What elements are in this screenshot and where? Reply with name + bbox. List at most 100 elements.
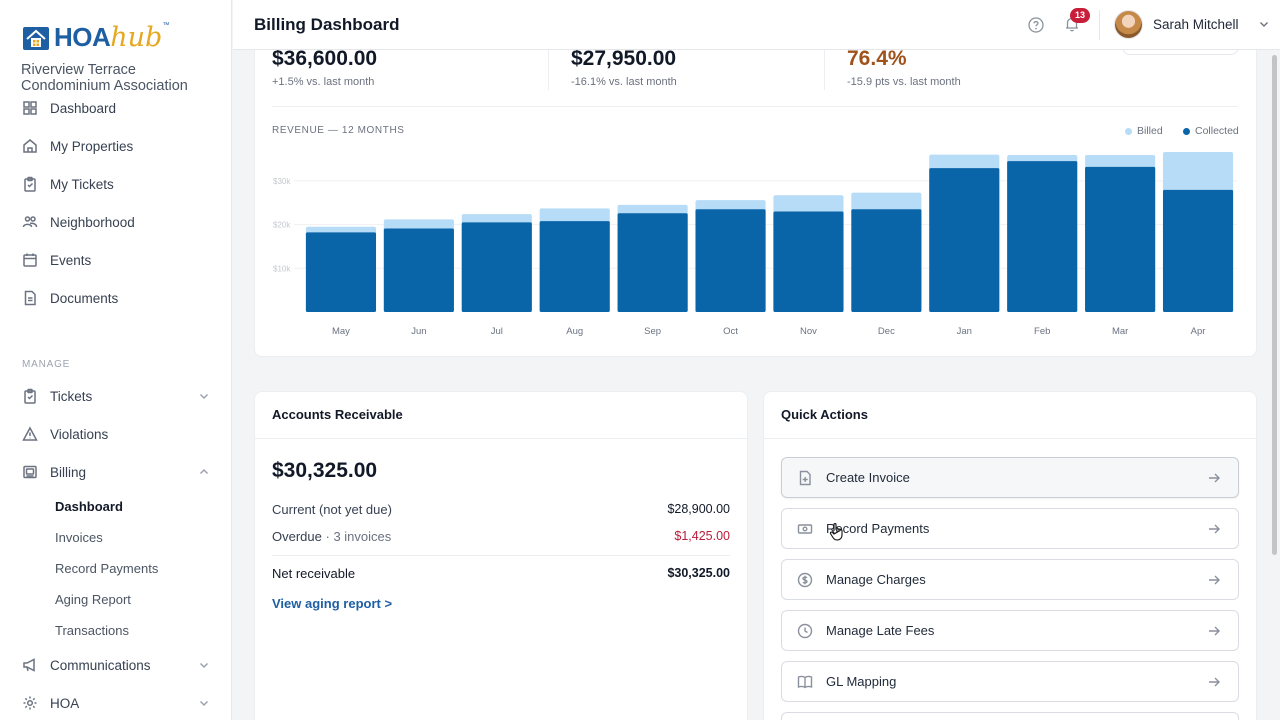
x-tick-label: Jun — [411, 326, 426, 337]
people-icon — [22, 214, 38, 230]
bar-collected-jun[interactable] — [383, 228, 454, 312]
quick-actions-title: Quick Actions — [781, 407, 868, 422]
home-icon — [22, 138, 38, 154]
legend-billed-swatch — [1125, 127, 1132, 135]
billing-sub-aging-report[interactable]: Aging Report — [55, 592, 131, 607]
view-aging-report-link[interactable]: View aging report > — [272, 596, 393, 611]
page-title: Billing Dashboard — [254, 15, 400, 34]
arrow-right-icon — [1206, 674, 1222, 690]
manage-charges-button[interactable]: Manage Charges — [781, 559, 1239, 600]
sidebar-item-tickets[interactable]: Tickets — [0, 381, 231, 411]
hoahub-logo[interactable]: HOA hub ™ — [22, 20, 169, 54]
quick-action-label: GL Mapping — [826, 674, 897, 689]
sidebar-item-neighborhood[interactable]: Neighborhood — [0, 207, 231, 237]
sidebar-item-communications[interactable]: Communications — [0, 650, 231, 680]
kpi-collected-value: $27,950.00 — [571, 47, 677, 70]
ar-overdue-label: Overdue — [272, 529, 322, 544]
x-tick-label: Aug — [566, 326, 583, 337]
create-invoice-button[interactable]: Create Invoice — [781, 457, 1239, 498]
calendar-icon — [22, 252, 38, 268]
x-tick-label: Apr — [1191, 326, 1206, 337]
sidebar-item-label: Dashboard — [50, 100, 117, 116]
chevron-down-icon[interactable] — [198, 697, 210, 709]
dashboard-icon — [22, 100, 38, 116]
sidebar-item-label: Billing — [50, 464, 87, 480]
bar-collected-dec[interactable] — [851, 209, 922, 312]
bar-collected-oct[interactable] — [695, 209, 766, 312]
card-separator — [255, 438, 747, 439]
sidebar-item-label: HOA — [50, 695, 80, 711]
sidebar-item-billing[interactable]: Billing — [0, 457, 231, 487]
sidebar-item-violations[interactable]: Violations — [0, 419, 231, 449]
legend-collected: Collected — [1183, 125, 1239, 137]
sidebar-item-label: Events — [50, 252, 92, 268]
sidebar-item-label: Communications — [50, 657, 151, 673]
x-tick-label: Nov — [800, 326, 817, 337]
billing-sub-transactions[interactable]: Transactions — [55, 623, 129, 638]
billing-icon — [22, 464, 38, 480]
ar-current-label: Current (not yet due) — [272, 502, 392, 517]
user-name[interactable]: Sarah Mitchell — [1153, 17, 1239, 32]
bar-collected-sep[interactable] — [617, 213, 688, 312]
sidebar-item-hoa[interactable]: HOA — [0, 688, 231, 718]
megaphone-icon — [22, 657, 38, 673]
chevron-down-icon[interactable] — [198, 390, 210, 402]
kpi-separator — [272, 106, 1238, 107]
help-icon[interactable] — [1027, 16, 1045, 34]
kpi-billed-value: $36,600.00 — [272, 47, 378, 70]
file-plus-icon — [797, 470, 813, 486]
chevron-down-icon[interactable] — [198, 659, 210, 671]
bar-collected-apr[interactable] — [1162, 189, 1234, 312]
bar-collected-nov[interactable] — [773, 211, 844, 312]
logo-wordmark-accent: hub — [110, 21, 163, 53]
bar-collected-aug[interactable] — [539, 221, 610, 312]
sidebar-item-my-tickets[interactable]: My Tickets — [0, 169, 231, 199]
record-payments-button[interactable]: Record Payments — [781, 508, 1239, 549]
sidebar-item-label: Neighborhood — [50, 214, 135, 230]
kpi-collected-change: -16.1% vs. last month — [571, 76, 677, 88]
bar-collected-may[interactable] — [305, 232, 377, 312]
bar-collected-mar[interactable] — [1085, 166, 1156, 312]
ar-current-amount: $28,900.00 — [667, 502, 730, 516]
notification-badge: 13 — [1070, 8, 1090, 23]
chevron-down-icon[interactable] — [1258, 18, 1270, 30]
sidebar-item-label: My Tickets — [50, 176, 114, 192]
clipboard-icon — [22, 176, 38, 192]
arrow-right-icon — [1206, 470, 1222, 486]
card-separator — [764, 438, 1256, 439]
manage-late-fees-button[interactable]: Manage Late Fees — [781, 610, 1239, 651]
gear-icon — [22, 695, 38, 711]
ar-overdue-count: · 3 invoices — [325, 529, 392, 544]
billing-sub-dashboard[interactable]: Dashboard — [55, 499, 123, 514]
sidebar-item-dashboard[interactable]: Dashboard — [0, 93, 231, 123]
sidebar-item-label: Violations — [50, 426, 109, 442]
y-tick-label: $30k — [273, 177, 291, 186]
gl-mapping-button[interactable]: GL Mapping — [781, 661, 1239, 702]
bar-collected-feb[interactable] — [1007, 161, 1078, 312]
sidebar-item-label: My Properties — [50, 138, 134, 154]
chevron-up-icon[interactable] — [198, 466, 210, 478]
billing-sub-invoices[interactable]: Invoices — [55, 530, 103, 545]
sidebar-item-documents[interactable]: Documents — [0, 283, 231, 313]
ar-net-label: Net receivable — [272, 566, 356, 581]
billing-sub-record-payments[interactable]: Record Payments — [55, 561, 159, 576]
legend-collected-swatch — [1183, 127, 1190, 135]
clock-icon — [797, 623, 813, 639]
book-icon — [797, 674, 813, 690]
bar-collected-jan[interactable] — [929, 168, 1000, 312]
x-tick-label: Sep — [644, 326, 661, 337]
ar-row-current: Current (not yet due) $28,900.00 — [272, 502, 730, 517]
arrow-right-icon — [1206, 623, 1222, 639]
page-scrollbar[interactable] — [1272, 55, 1277, 555]
bar-collected-jul[interactable] — [461, 222, 532, 312]
quick-action-label: Record Payments — [826, 521, 930, 536]
quick-action-partial[interactable] — [781, 712, 1239, 720]
sidebar-item-label: Tickets — [50, 388, 93, 404]
x-tick-label: Jan — [957, 326, 972, 337]
logo-wordmark: HOA — [54, 21, 111, 52]
sidebar-item-my-properties[interactable]: My Properties — [0, 131, 231, 161]
avatar[interactable] — [1114, 10, 1143, 39]
kpi-divider — [548, 50, 549, 90]
dollar-icon — [797, 572, 813, 588]
sidebar-item-events[interactable]: Events — [0, 245, 231, 275]
